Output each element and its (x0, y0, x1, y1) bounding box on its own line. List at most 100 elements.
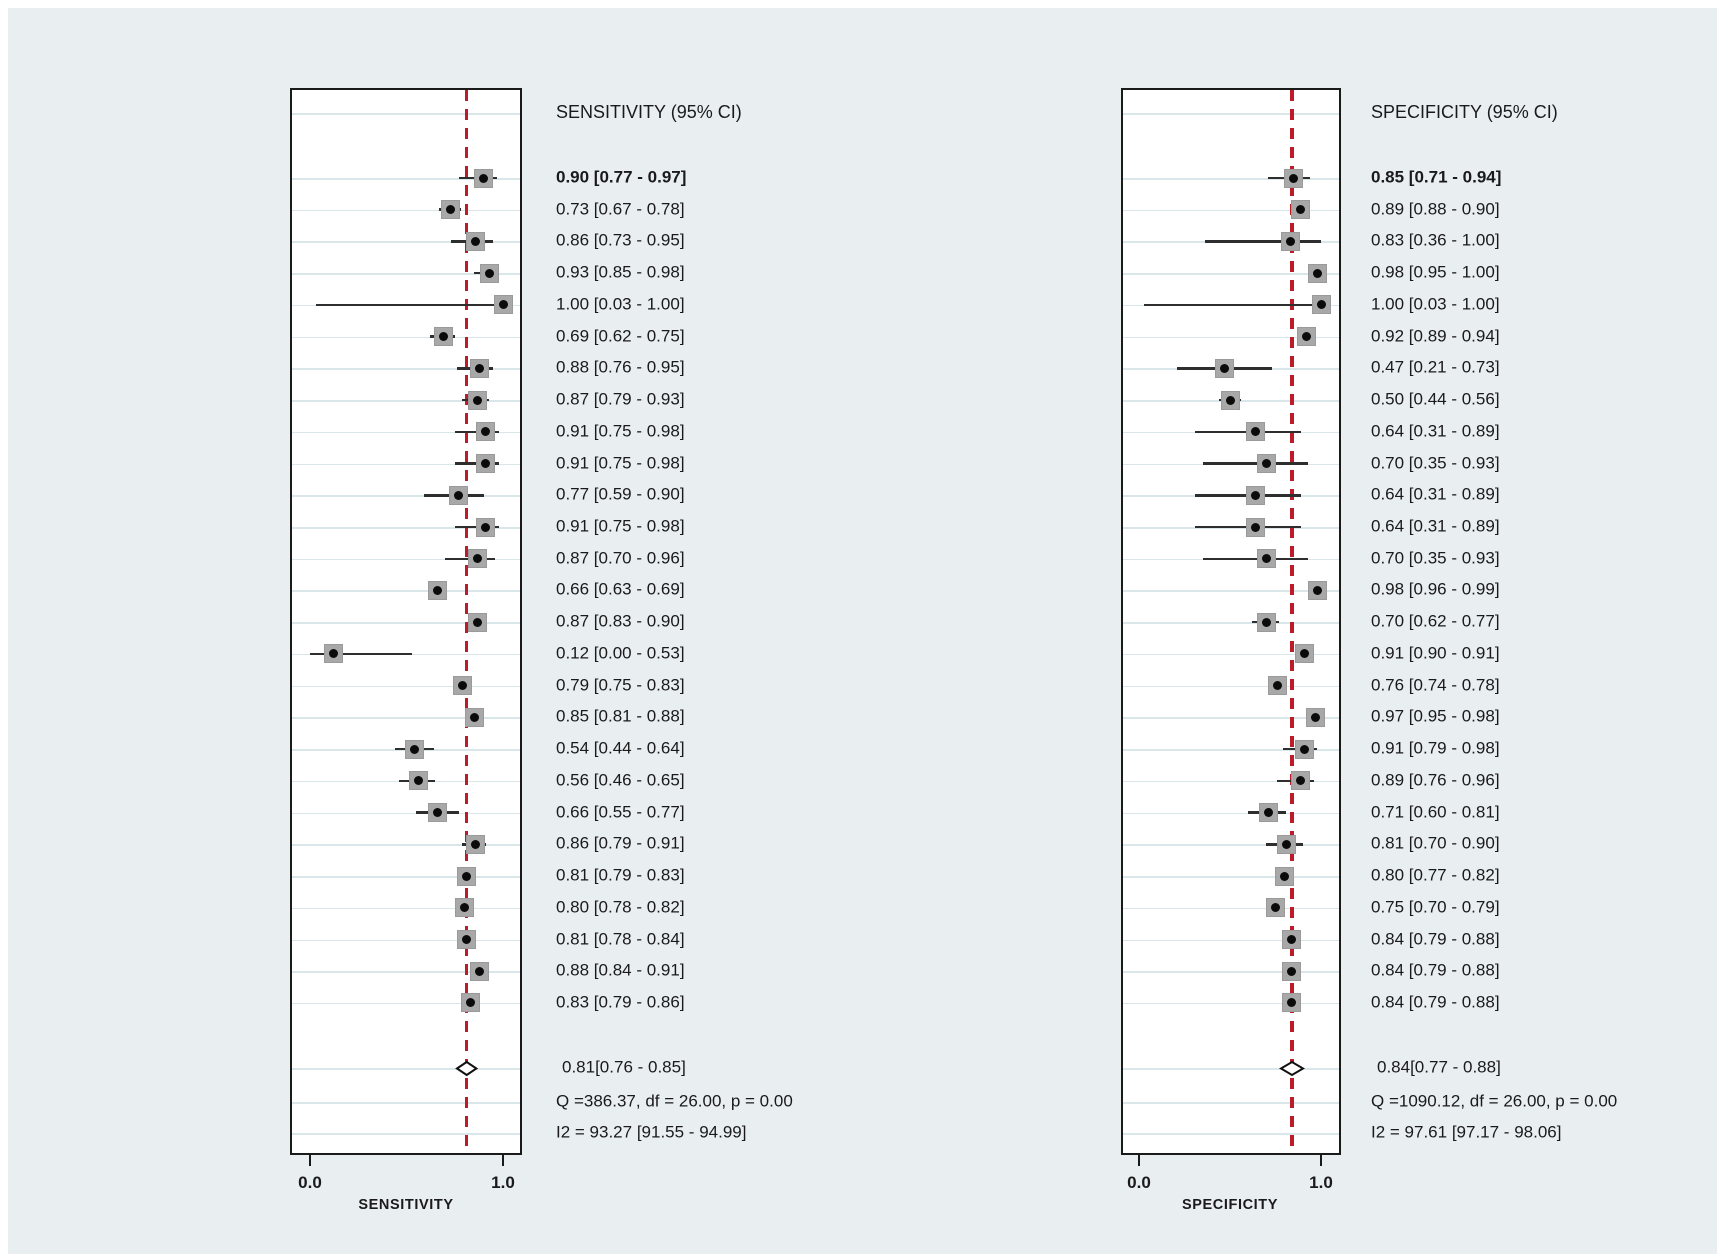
study-square-marker (468, 390, 488, 410)
study-point-dot (432, 808, 442, 818)
grid-line (1123, 749, 1339, 751)
study-square-marker (1307, 580, 1327, 600)
study-point-dot (1250, 522, 1260, 532)
study-square-marker (449, 485, 469, 505)
study-square-marker (1267, 676, 1287, 696)
grid-line (1123, 622, 1339, 624)
study-row-label: 0.84 [0.79 - 0.88] (1371, 960, 1500, 980)
study-row-label: 0.87 [0.79 - 0.93] (556, 389, 685, 409)
study-row-label: 0.73 [0.67 - 0.78] (556, 199, 685, 219)
study-row-label: 0.50 [0.44 - 0.56] (1371, 389, 1500, 409)
study-row-label: 0.91 [0.75 - 0.98] (556, 453, 685, 473)
study-point-dot (1312, 268, 1322, 278)
grid-line (292, 622, 520, 624)
heterogeneity-q-label: Q =1090.12, df = 26.00, p = 0.00 (1371, 1091, 1618, 1111)
study-point-dot (1289, 173, 1299, 183)
x-axis-tick-label: 1.0 (491, 1173, 515, 1192)
grid-line (292, 1068, 520, 1070)
study-point-dot (498, 300, 508, 310)
grid-line (1123, 273, 1339, 275)
study-square-marker (1282, 961, 1302, 981)
study-square-marker (1220, 390, 1240, 410)
study-row-label: 0.81 [0.78 - 0.84] (556, 929, 685, 949)
x-axis-tick (1319, 1155, 1323, 1166)
study-row-label: 0.79 [0.75 - 0.83] (556, 675, 685, 695)
pooled-estimate-dashed-line (464, 90, 469, 1153)
grid-line (1123, 178, 1339, 180)
study-point-dot (432, 585, 442, 595)
study-point-dot (1225, 395, 1235, 405)
study-square-marker (1258, 803, 1278, 823)
grid-line (292, 1133, 520, 1135)
column-header: SPECIFICITY (95% CI) (1371, 102, 1558, 123)
study-square-marker (452, 676, 472, 696)
study-row-label: 0.90 [0.77 - 0.97] (556, 167, 687, 187)
study-point-dot (475, 966, 485, 976)
grid-line (292, 844, 520, 846)
panel-left-border (290, 88, 292, 1155)
x-axis-title: SPECIFICITY (1181, 1197, 1279, 1213)
study-point-dot (1280, 871, 1290, 881)
study-square-marker (476, 517, 496, 537)
grid-line (292, 812, 520, 815)
study-square-marker (1284, 168, 1304, 188)
study-row-label: 0.84 [0.79 - 0.88] (1371, 992, 1500, 1012)
study-point-dot (471, 236, 481, 246)
study-row-label: 0.70 [0.35 - 0.93] (1371, 453, 1500, 473)
study-square-marker (1256, 454, 1276, 474)
grid-line (292, 876, 520, 878)
study-square-marker (1245, 422, 1265, 442)
study-point-dot (1250, 427, 1260, 437)
study-point-dot (1311, 712, 1321, 722)
study-row-label: 0.66 [0.63 - 0.69] (556, 580, 685, 600)
grid-line (1123, 1102, 1339, 1104)
study-point-dot (1301, 332, 1311, 342)
grid-line (292, 1102, 520, 1104)
study-square-marker (470, 961, 490, 981)
study-square-marker (1295, 644, 1315, 664)
study-point-dot (1281, 839, 1291, 849)
study-square-marker (454, 898, 474, 918)
study-point-dot (1272, 681, 1282, 691)
x-axis-tick-label: 0.0 (1127, 1173, 1151, 1192)
study-point-dot (475, 363, 485, 373)
study-square-marker (464, 707, 484, 727)
study-square-marker (476, 422, 496, 442)
study-square-marker (1245, 517, 1265, 537)
grid-line (1123, 812, 1339, 815)
grid-line (292, 400, 520, 402)
study-point-dot (328, 649, 338, 659)
grid-line (1123, 876, 1339, 878)
study-square-marker (470, 358, 490, 378)
study-row-label: 0.83 [0.36 - 1.00] (1371, 231, 1500, 251)
study-point-dot (409, 744, 419, 754)
grid-line (292, 590, 520, 592)
grid-line (292, 558, 520, 561)
grid-line (292, 209, 520, 212)
study-point-dot (473, 395, 483, 405)
study-row-label: 0.81 [0.79 - 0.83] (556, 865, 685, 885)
study-point-dot (1220, 363, 1230, 373)
study-point-dot (465, 998, 475, 1008)
heterogeneity-q-label: Q =386.37, df = 26.00, p = 0.00 (556, 1091, 793, 1111)
pooled-estimate-label: 0.84[0.77 - 0.88] (1377, 1057, 1501, 1077)
grid-line (292, 113, 520, 115)
pooled-diamond (1278, 1060, 1305, 1076)
study-point-dot (479, 173, 489, 183)
heterogeneity-i2-label: I2 = 93.27 [91.55 - 94.99] (556, 1122, 747, 1142)
study-row-label: 0.92 [0.89 - 0.94] (1371, 326, 1500, 346)
study-row-label: 0.86 [0.73 - 0.95] (556, 231, 685, 251)
study-row-label: 0.66 [0.55 - 0.77] (556, 802, 685, 822)
grid-line (1123, 685, 1339, 688)
study-row-label: 0.64 [0.31 - 0.89] (1371, 484, 1500, 504)
study-row-label: 0.83 [0.79 - 0.86] (556, 992, 685, 1012)
study-point-dot (446, 205, 456, 215)
study-square-marker (1295, 739, 1315, 759)
study-point-dot (459, 903, 469, 913)
panel-right-border (1339, 88, 1341, 1155)
study-point-dot (471, 839, 481, 849)
study-row-label: 0.91 [0.75 - 0.98] (556, 516, 685, 536)
grid-line (1123, 717, 1339, 719)
study-point-dot (481, 459, 491, 469)
study-point-dot (1250, 490, 1260, 500)
